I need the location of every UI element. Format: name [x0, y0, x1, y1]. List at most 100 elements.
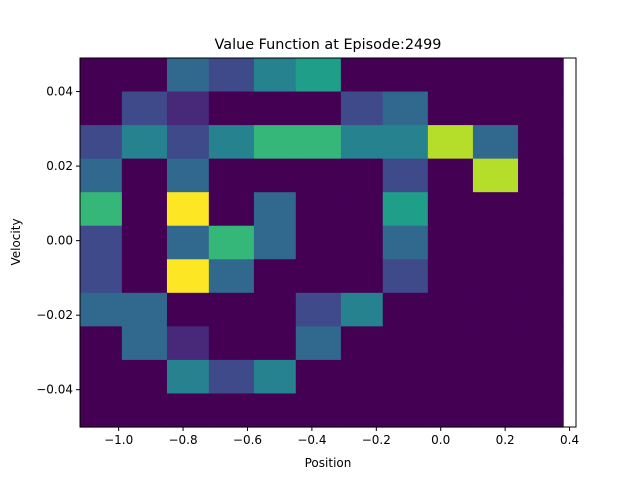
- x-tick-label: −0.2: [362, 433, 391, 447]
- heatmap-cell: [166, 91, 210, 126]
- heatmap-cell: [472, 292, 519, 327]
- heatmap-cell: [253, 125, 297, 160]
- heatmap-cell: [472, 158, 519, 193]
- heatmap-cell: [518, 259, 564, 294]
- heatmap-cell: [382, 192, 429, 227]
- heatmap-cell: [166, 225, 210, 260]
- heatmap-cell: [518, 359, 564, 395]
- heatmap-cell: [80, 292, 123, 327]
- heatmap-cell: [382, 292, 429, 327]
- heatmap-cell: [382, 58, 429, 93]
- heatmap-cell: [208, 125, 255, 160]
- heatmap-cell: [121, 225, 168, 260]
- heatmap-cell: [427, 225, 474, 260]
- heatmap-cell: [427, 125, 474, 160]
- heatmap-cell: [208, 292, 255, 327]
- heatmap-cell: [340, 158, 384, 193]
- heatmap-cell: [253, 192, 297, 227]
- x-tick-label: −0.6: [233, 433, 262, 447]
- heatmap-cell: [166, 359, 210, 395]
- heatmap-cell: [166, 158, 210, 193]
- heatmap-cell: [427, 292, 474, 327]
- heatmap-cell: [80, 125, 123, 160]
- heatmap-cell: [208, 91, 255, 126]
- heatmap-cell: [340, 359, 384, 395]
- heatmap-cell: [295, 259, 342, 294]
- heatmap-cell: [80, 326, 123, 361]
- heatmap-cell: [472, 259, 519, 294]
- heatmap-cell: [427, 192, 474, 227]
- x-axis-ticks: −1.0 −0.8 −0.6 −0.4 −0.2 0.0 0.2 0.4: [104, 427, 579, 447]
- heatmap-cell: [208, 359, 255, 395]
- heatmap-cell: [166, 393, 210, 428]
- heatmap-cell: [253, 393, 297, 428]
- heatmap-cell: [472, 393, 519, 428]
- x-tick-label: 0.2: [496, 433, 515, 447]
- heatmap-cell: [518, 192, 564, 227]
- heatmap-cell: [518, 393, 564, 428]
- heatmap-cell: [80, 158, 123, 193]
- heatmap-cell: [340, 259, 384, 294]
- heatmap-cell: [295, 91, 342, 126]
- y-axis-label: Velocity: [9, 218, 23, 265]
- heatmap-cell: [121, 91, 168, 126]
- heatmap-cell: [295, 192, 342, 227]
- heatmap-cell: [295, 326, 342, 361]
- heatmap-cell: [427, 58, 474, 93]
- heatmap-cell: [208, 58, 255, 93]
- heatmap-cell: [340, 225, 384, 260]
- heatmap-cell: [80, 91, 123, 126]
- heatmap-cell: [518, 225, 564, 260]
- heatmap-cell: [166, 125, 210, 160]
- heatmap-cell: [295, 359, 342, 395]
- heatmap-cell: [208, 192, 255, 227]
- heatmap-cell: [253, 225, 297, 260]
- heatmap-cell: [208, 393, 255, 428]
- heatmap-cell: [121, 125, 168, 160]
- heatmap-cell: [253, 58, 297, 93]
- x-tick-label: −0.4: [297, 433, 326, 447]
- heatmap-cells: [80, 58, 564, 428]
- heatmap-cell: [427, 359, 474, 395]
- y-tick-label: −0.04: [36, 383, 73, 397]
- heatmap-cell: [472, 125, 519, 160]
- heatmap-cell: [427, 91, 474, 126]
- heatmap-cell: [295, 125, 342, 160]
- heatmap-cell: [340, 393, 384, 428]
- heatmap-cell: [382, 359, 429, 395]
- heatmap-cell: [80, 192, 123, 227]
- heatmap-cell: [295, 292, 342, 327]
- heatmap-cell: [80, 58, 123, 93]
- heatmap-cell: [253, 359, 297, 395]
- x-axis-label: Position: [305, 456, 352, 470]
- heatmap-cell: [472, 359, 519, 395]
- heatmap-cell: [166, 326, 210, 361]
- y-tick-label: 0.04: [46, 85, 73, 99]
- heatmap-cell: [382, 125, 429, 160]
- heatmap-cell: [340, 91, 384, 126]
- heatmap-cell: [472, 91, 519, 126]
- heatmap-cell: [253, 326, 297, 361]
- heatmap-cell: [208, 326, 255, 361]
- heatmap-cell: [382, 225, 429, 260]
- heatmap-cell: [121, 326, 168, 361]
- heatmap-cell: [518, 125, 564, 160]
- plot-frame: [79, 57, 577, 428]
- heatmap-cell: [472, 192, 519, 227]
- heatmap-cell: [80, 225, 123, 260]
- heatmap-cell: [518, 158, 564, 193]
- heatmap-cell: [295, 58, 342, 93]
- heatmap-cell: [295, 393, 342, 428]
- heatmap-cell: [382, 326, 429, 361]
- heatmap-cell: [427, 158, 474, 193]
- heatmap-cell: [121, 359, 168, 395]
- y-axis-ticks: −0.04 −0.02 0.00 0.02 0.04: [36, 85, 80, 397]
- heatmap-cell: [518, 58, 564, 93]
- heatmap-cell: [253, 259, 297, 294]
- heatmap-cell: [121, 393, 168, 428]
- x-tick-label: −1.0: [104, 433, 133, 447]
- heatmap-cell: [427, 326, 474, 361]
- heatmap-cell: [518, 91, 564, 126]
- x-tick-label: 0.4: [560, 433, 579, 447]
- x-tick-label: −0.8: [168, 433, 197, 447]
